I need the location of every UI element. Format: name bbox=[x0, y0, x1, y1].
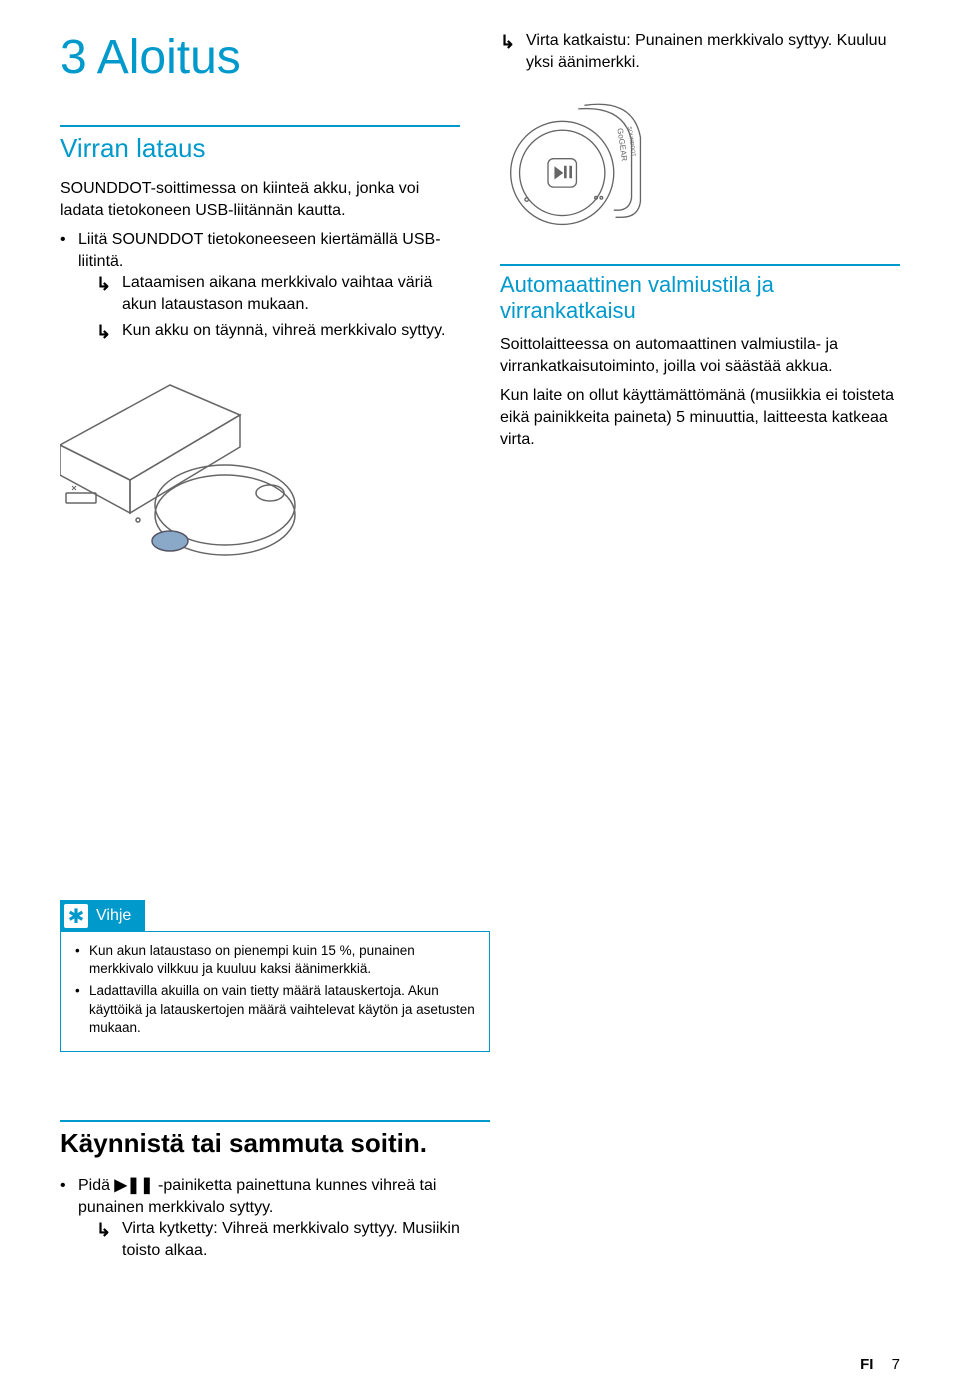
chapter-number: 3 bbox=[60, 31, 87, 84]
tip-header: ✱ Vihje bbox=[60, 900, 145, 932]
power-bullet-1: Pidä ▶❚❚ -painiketta painettuna kunnes v… bbox=[60, 1175, 490, 1261]
subsection-rule bbox=[500, 264, 900, 266]
tip-list: Kun akun lataustaso on pienempi kuin 15 … bbox=[75, 942, 475, 1037]
tip-body: Kun akun lataustaso on pienempi kuin 15 … bbox=[60, 931, 490, 1052]
tip-icon: ✱ bbox=[64, 904, 88, 928]
auto-standby-heading: Automaattinen valmiustila ja virrankatka… bbox=[500, 272, 900, 324]
illustration-laptop-device bbox=[60, 355, 360, 605]
tip-item-1: Kun akun lataustaso on pienempi kuin 15 … bbox=[75, 942, 475, 978]
power-arrow-pre: Virta kytketty: bbox=[122, 1220, 218, 1237]
section-charging-intro: SOUNDDOT-soittimessa on kiinteä akku, jo… bbox=[60, 178, 460, 221]
power-arrow-1: Virta kytketty: Vihreä merkkivalo syttyy… bbox=[96, 1218, 490, 1261]
section-rule bbox=[60, 125, 460, 127]
page-footer: FI 7 bbox=[860, 1356, 900, 1373]
power-off-prefix: Virta katkaistu bbox=[526, 32, 626, 49]
chapter-title: 3Aloitus bbox=[60, 30, 460, 85]
footer-lang: FI bbox=[860, 1356, 873, 1373]
power-bullet-pre: Pidä bbox=[78, 1177, 114, 1194]
tip-box: ✱ Vihje Kun akun lataustaso on pienempi … bbox=[60, 900, 490, 1052]
footer-page-number: 7 bbox=[892, 1356, 900, 1373]
play-pause-icon: ▶❚❚ bbox=[114, 1175, 153, 1197]
power-section-heading: Käynnistä tai sammuta soitin. bbox=[60, 1120, 490, 1159]
charging-bullets: Liitä SOUNDDOT tietokoneeseen kiertämäll… bbox=[60, 229, 460, 341]
tip-item-2: Ladattavilla akuilla on vain tietty määr… bbox=[75, 982, 475, 1037]
charging-arrow-2: Kun akku on täynnä, vihreä merkkivalo sy… bbox=[96, 320, 460, 342]
charging-bullet-1: Liitä SOUNDDOT tietokoneeseen kiertämäll… bbox=[60, 229, 460, 341]
power-off-arrow: Virta katkaistu: Punainen merkkivalo syt… bbox=[500, 30, 900, 73]
charging-arrow-list: Lataamisen aikana merkkivalo vaihtaa vär… bbox=[78, 272, 460, 341]
power-off-arrow-item: Virta katkaistu: Punainen merkkivalo syt… bbox=[500, 30, 900, 73]
auto-standby-p1: Soittolaitteessa on automaattinen valmiu… bbox=[500, 334, 900, 377]
auto-standby-p2: Kun laite on ollut käyttämättömänä (musi… bbox=[500, 385, 900, 450]
chapter-title-text: Aloitus bbox=[97, 31, 241, 84]
charging-arrow-1: Lataamisen aikana merkkivalo vaihtaa vär… bbox=[96, 272, 460, 315]
section-charging-heading: Virran lataus bbox=[60, 133, 460, 164]
illustration-device-top: GoGEAR SOUNDDOT bbox=[500, 89, 660, 239]
power-bullets: Pidä ▶❚❚ -painiketta painettuna kunnes v… bbox=[60, 1175, 490, 1261]
tip-label: Vihje bbox=[96, 907, 131, 925]
power-arrow-list: Virta kytketty: Vihreä merkkivalo syttyy… bbox=[78, 1218, 490, 1261]
